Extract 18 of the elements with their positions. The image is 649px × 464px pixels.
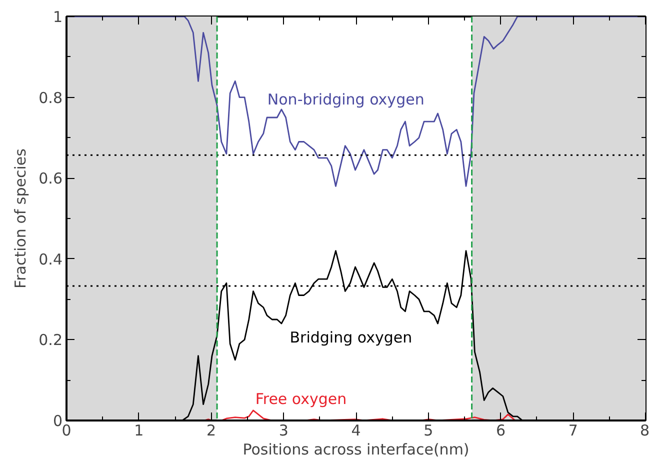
y-tick-label: 1 — [52, 8, 63, 26]
y-tick-label: 0.2 — [38, 331, 63, 350]
y-tick-label: 0.8 — [38, 88, 63, 107]
x-tick-label: 8 — [640, 422, 649, 440]
x-tick-label: 2 — [206, 422, 216, 440]
x-tick-label: 4 — [351, 422, 361, 440]
y-tick-label: 0.6 — [38, 170, 63, 188]
series-label: Free oxygen — [255, 390, 347, 408]
y-axis-title: Fraction of species — [12, 148, 30, 288]
y-tick-label: 0.4 — [38, 250, 63, 268]
x-tick-label: 6 — [496, 422, 506, 440]
series-label: Non-bridging oxygen — [267, 90, 424, 108]
x-tick-label: 1 — [134, 422, 144, 440]
series-label: Bridging oxygen — [290, 328, 412, 346]
x-tick-label: 7 — [568, 422, 578, 440]
x-tick-label: 3 — [278, 422, 288, 440]
x-axis-title: Positions across interface(nm) — [242, 440, 470, 458]
x-tick-label: 5 — [424, 422, 434, 440]
